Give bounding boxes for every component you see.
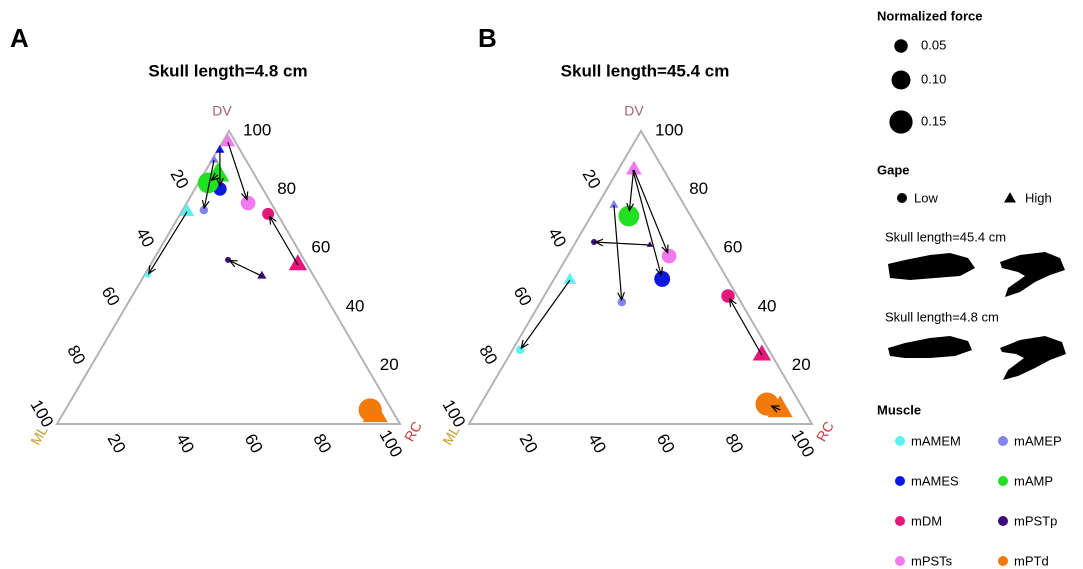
- arrows: [521, 170, 780, 410]
- axis-label-rc: RC: [401, 419, 425, 445]
- rc-tick-label: 60: [653, 431, 679, 457]
- low-gape-point: [359, 398, 382, 421]
- dv-tick-label: 60: [723, 238, 742, 257]
- gape-arrow: [229, 261, 261, 276]
- rc-tick-label: 60: [241, 431, 267, 457]
- rc-tick-label: 80: [721, 431, 747, 457]
- rc-tick-label: 20: [516, 431, 542, 457]
- triangle-frame: [57, 131, 400, 424]
- high-gape-point: [563, 273, 576, 284]
- legend-muscle-icon: [998, 436, 1008, 446]
- gape-arrow: [595, 242, 649, 245]
- low-gape-point: [262, 208, 274, 220]
- legend-muscle-icon: [895, 556, 905, 566]
- axis-label-dv: DV: [212, 103, 232, 119]
- legend-muscle-label: mPTd: [1014, 553, 1049, 568]
- legend-muscle-icon: [895, 436, 905, 446]
- low-gape-point: [241, 196, 256, 211]
- low-gape-point: [225, 257, 231, 263]
- legend-gape-high: High: [1025, 190, 1052, 205]
- legend-muscle-label: mPSTs: [911, 553, 953, 568]
- legend-muscle-label: mDM: [911, 513, 942, 528]
- low-gape-point: [618, 206, 639, 227]
- legend-skull-large: Skull length=45.4 cm: [885, 229, 1006, 244]
- ml-tick-label: 40: [132, 225, 158, 251]
- legend-muscle-icon: [998, 556, 1008, 566]
- legend-muscle-icon: [895, 476, 905, 486]
- legend-muscle-label: mAMEM: [911, 433, 961, 448]
- ml-tick-label: 80: [475, 342, 501, 368]
- ml-tick-label: 40: [544, 225, 570, 251]
- low-gape-point: [721, 289, 734, 302]
- low-gape-point: [654, 271, 670, 287]
- rc-tick-label: 40: [584, 431, 610, 457]
- axis-label-rc: RC: [813, 419, 837, 445]
- legend-gape-high-icon: [1004, 192, 1016, 202]
- gape-arrow: [633, 170, 661, 275]
- gape-arrow: [629, 170, 633, 211]
- legend-gape-low: Low: [914, 190, 938, 205]
- ml-tick-label: 20: [579, 166, 605, 192]
- high-gape-point: [289, 254, 307, 270]
- low-gape-point: [145, 272, 151, 278]
- gape-arrow: [634, 170, 668, 253]
- skull-large-open: [1000, 252, 1065, 297]
- ml-tick-label: 100: [439, 396, 470, 430]
- legend-size-label: 0.15: [921, 113, 946, 128]
- legend-title-gape: Gape: [877, 162, 910, 177]
- low-gape-point: [516, 346, 524, 354]
- page: {"chart_data": [ {"type": "ternary", "pa…: [0, 0, 1083, 569]
- ml-tick-label: 60: [510, 283, 536, 309]
- legend-muscle-label: mPSTp: [1014, 513, 1057, 528]
- axis-label-dv: DV: [624, 103, 644, 119]
- low-gape-point: [662, 249, 677, 264]
- high-gape-point: [753, 345, 771, 361]
- legend-muscle-icon: [998, 516, 1008, 526]
- legend-size-circle: [889, 110, 912, 133]
- rc-tick-label: 40: [172, 431, 198, 457]
- dv-tick-label: 60: [311, 238, 330, 257]
- skull-small-open: [1000, 336, 1066, 380]
- legend-size-label: 0.10: [921, 71, 946, 86]
- dv-tick-label: 100: [655, 120, 683, 139]
- legend-muscle-icon: [998, 476, 1008, 486]
- ml-tick-label: 60: [98, 283, 124, 309]
- rc-tick-label: 100: [788, 426, 819, 460]
- skull-large-closed: [888, 253, 975, 280]
- panel-title: Skull length=45.4 cm: [561, 61, 730, 80]
- ml-tick-label: 80: [63, 342, 89, 368]
- points: [516, 161, 793, 417]
- legend-muscle-label: mAMP: [1014, 473, 1053, 488]
- rc-tick-label: 100: [376, 426, 407, 460]
- dv-tick-label: 80: [277, 179, 296, 198]
- ml-tick-label: 20: [167, 166, 193, 192]
- dv-tick-label: 40: [758, 296, 777, 315]
- figure: ASkull length=4.8 cmDVMLRC20406080100204…: [0, 0, 1083, 569]
- panel-title: Skull length=4.8 cm: [148, 61, 307, 80]
- dv-tick-label: 20: [380, 355, 399, 374]
- rc-tick-label: 20: [104, 431, 130, 457]
- legend-muscle-label: mAMES: [911, 473, 959, 488]
- triangle-frame: [469, 131, 812, 424]
- panel-letter: A: [10, 23, 29, 53]
- dv-tick-label: 80: [689, 179, 708, 198]
- legend-size-circle: [892, 71, 911, 90]
- gape-arrow: [228, 142, 247, 199]
- legend-title-muscle: Muscle: [877, 402, 921, 417]
- legend-gape-low-icon: [897, 193, 907, 203]
- legend-skull-small: Skull length=4.8 cm: [885, 309, 999, 324]
- rc-tick-label: 80: [309, 431, 335, 457]
- legend-muscle-label: mAMEP: [1014, 433, 1062, 448]
- dv-tick-label: 20: [792, 355, 811, 374]
- panel-letter: B: [478, 23, 497, 53]
- skull-small-closed: [888, 336, 972, 358]
- legend-title-force: Normalized force: [877, 8, 982, 23]
- ml-tick-label: 100: [27, 396, 58, 430]
- legend-size-label: 0.05: [921, 37, 946, 52]
- low-gape-point: [755, 392, 778, 415]
- dv-tick-label: 40: [346, 296, 365, 315]
- legend-size-circle: [894, 39, 907, 52]
- legend-muscle-icon: [895, 516, 905, 526]
- dv-tick-label: 100: [243, 120, 271, 139]
